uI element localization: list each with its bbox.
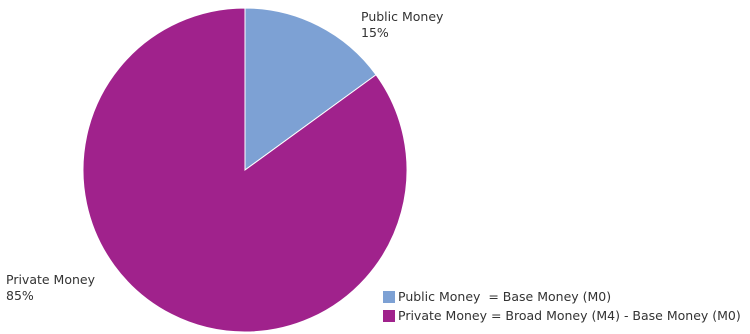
chart-legend: Public Money = Base Money (M0) Private M… [383,287,741,325]
slice-label-public-money: Public Money 15% [361,9,447,40]
pie-slice-public-money [244,7,377,171]
legend-text-public-money: Public Money = Base Money (M0) [398,289,612,304]
slice-label-private-money-name: Private Money [6,272,96,287]
legend-text-private-money: Private Money = Broad Money (M4) - Base … [398,308,741,323]
legend-item-private-money: Private Money = Broad Money (M4) - Base … [383,306,741,325]
legend-swatch-public-money [383,290,395,303]
pie-slices [82,7,408,333]
slice-label-private-money: Private Money 85% [6,272,99,303]
slice-label-public-money-value: 15% [361,25,389,40]
legend-swatch-private-money [383,309,395,322]
slice-label-public-money-name: Public Money [361,9,444,24]
slice-label-private-money-value: 85% [6,288,34,303]
pie-slice-private-money [82,7,408,333]
legend-item-public-money: Public Money = Base Money (M0) [383,287,741,306]
